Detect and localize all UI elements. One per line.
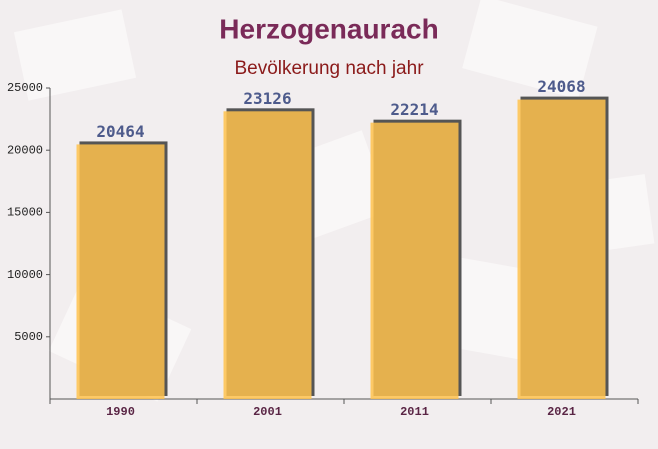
- bar: [370, 122, 459, 399]
- y-tick-label: 25000: [7, 81, 43, 95]
- x-tick-label: 2001: [253, 405, 282, 419]
- chart-subtitle: Bevölkerung nach jahr: [234, 58, 424, 79]
- x-tick-label: 1990: [106, 405, 135, 419]
- bar: [76, 144, 165, 399]
- value-label: 23126: [243, 89, 291, 108]
- y-tick-label: 15000: [7, 206, 43, 220]
- y-tick-label: 20000: [7, 143, 43, 157]
- value-label: 20464: [96, 122, 144, 141]
- y-tick-label: 10000: [7, 268, 43, 282]
- bar: [517, 99, 606, 399]
- bar: [223, 111, 312, 399]
- x-tick-label: 2021: [547, 405, 576, 419]
- x-tick-label: 2011: [400, 405, 429, 419]
- value-label: 22214: [390, 100, 438, 119]
- y-tick-label: 5000: [14, 330, 43, 344]
- chart-title: Herzogenaurach: [219, 13, 438, 44]
- value-label: 24068: [537, 77, 585, 96]
